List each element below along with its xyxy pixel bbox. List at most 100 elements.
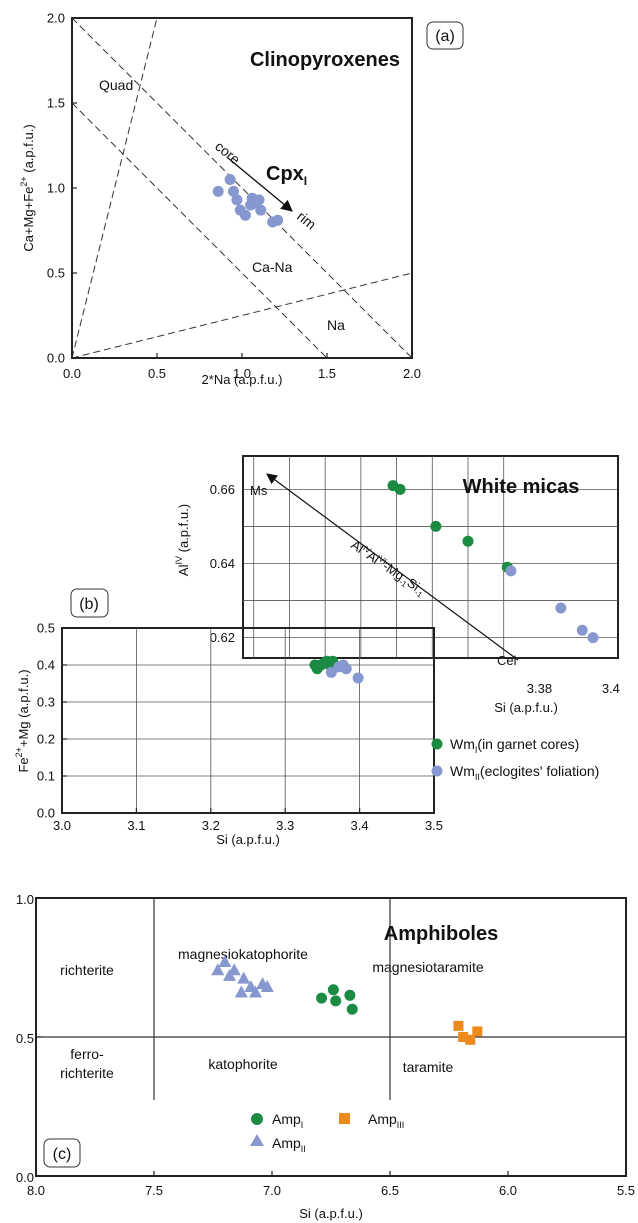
amp-iii-point <box>458 1032 469 1042</box>
panel-b-frame <box>61 627 435 814</box>
panel-c-label-badge: (c) <box>43 1138 81 1168</box>
field-boundary-line <box>71 102 328 359</box>
field-label-ferro: ferro- <box>70 1046 104 1062</box>
inset-point-wm-i <box>462 535 474 547</box>
cpx-point <box>212 185 224 197</box>
inset-points <box>387 480 599 644</box>
panel-a-y-tick-label: 1.5 <box>47 96 65 111</box>
cpx-point <box>272 214 284 226</box>
panel-a-y-tick-label: 2.0 <box>47 11 65 26</box>
panel-c-points <box>211 954 483 1045</box>
panel-b-inset-white-micas: Ms Cel AlIVAlVI-Mg-1Si-1 White micas 0.6… <box>174 455 620 715</box>
ms-cel-arrow <box>266 473 519 661</box>
inset-ticks: 0.62 0.64 0.66 3.38 3.4 <box>210 482 620 696</box>
field-boundary-line <box>71 17 413 359</box>
panel-c-x-tick-label: 5.5 <box>617 1183 635 1198</box>
panel-a-label: (a) <box>435 28 455 45</box>
amp-i-point <box>344 989 356 1001</box>
field-label-quad: Quad <box>99 77 133 93</box>
legend-label-wm-i: WmI(in garnet cores) <box>450 736 579 755</box>
panel-c-x-tick-label: 7.0 <box>263 1183 281 1198</box>
panel-b-x-tick-label: 3.3 <box>276 818 294 833</box>
inset-x-tick-label: 3.38 <box>527 681 552 696</box>
panel-a-x-tick-label: 1.0 <box>233 366 251 381</box>
field-label-katophorite: katophorite <box>208 1056 277 1072</box>
panel-b-y-tick-label: 0.5 <box>37 621 55 636</box>
legend-marker-amp-iii <box>339 1113 350 1124</box>
inset-frame <box>242 455 619 659</box>
panel-c-title: Amphiboles <box>384 923 498 945</box>
panel-b-y-axis-label: Fe2++Mg (a.p.f.u.) <box>14 669 31 772</box>
field-label-richterite: richterite <box>60 962 114 978</box>
amp-ii-point <box>227 963 241 976</box>
inset-point-wm-ii <box>505 565 517 577</box>
legend-label-amp-iii: AmpIII <box>368 1111 404 1130</box>
panel-b-x-tick-label: 3.2 <box>202 818 220 833</box>
panel-a-y-tick-label: 0.0 <box>47 351 65 366</box>
inset-x-axis-label: Si (a.p.f.u.) <box>494 700 558 715</box>
panel-a-x-tick-label: 0.5 <box>148 366 166 381</box>
panel-b-x-tick-label: 3.1 <box>127 818 145 833</box>
panel-b-x-tick-label: 3.0 <box>53 818 71 833</box>
legend-marker-wm-ii <box>431 765 443 777</box>
cpx-point <box>255 204 267 216</box>
field-label-taramite: taramite <box>403 1059 454 1075</box>
inset-y-tick-label: 0.62 <box>210 630 235 645</box>
field-boundary-line <box>71 272 413 359</box>
panel-a-x-tick-label: 1.5 <box>318 366 336 381</box>
cpx-point <box>253 194 265 206</box>
inset-grid <box>243 456 618 658</box>
panel-a-label-badge: (a) <box>426 21 464 50</box>
cpx-point <box>228 185 239 197</box>
inset-point-wm-ii <box>587 632 599 644</box>
amp-ii-point <box>234 985 248 998</box>
field-boundary-line <box>71 17 158 359</box>
amp-ii-point <box>248 985 262 998</box>
panel-b-grid <box>62 628 434 813</box>
panel-a-x-tick-label: 0.0 <box>63 366 81 381</box>
inset-y-tick-label: 0.64 <box>210 556 235 571</box>
panel-c-legend: AmpI AmpIII AmpII <box>250 1111 404 1154</box>
inset-point-wm-i <box>430 520 442 532</box>
inset-vector-label: AlIVAlVI-Mg-1Si-1 <box>347 537 429 600</box>
panel-a-ticks: 0.0 0.5 1.0 1.5 2.0 0.0 0.5 1.0 1.5 2.0 <box>47 11 421 382</box>
panel-b-point-wm-ii <box>352 672 364 684</box>
amp-i-point <box>327 984 339 996</box>
panel-b-point-wm-ii <box>340 663 352 675</box>
panel-a-clinopyroxenes: 0.0 0.5 1.0 1.5 2.0 0.0 0.5 1.0 1.5 2.0 Clinopyro… <box>19 11 464 387</box>
amp-iii-point <box>465 1034 476 1045</box>
panel-c-field-lines <box>36 898 626 1100</box>
panel-b-label-badge: (b) <box>70 588 109 618</box>
legend-label-amp-i: AmpI <box>272 1111 303 1130</box>
amp-ii-point <box>211 963 225 976</box>
arrow-label-core: core <box>212 138 243 168</box>
panel-c-y-tick-label: 0.5 <box>16 1031 34 1046</box>
legend-label-wm-ii: WmII(eclogites' foliation) <box>450 763 599 782</box>
panel-a-title: Clinopyroxenes <box>250 49 400 71</box>
panel-b-y-tick-label: 0.1 <box>37 769 55 784</box>
panel-b-y-tick-label: 0.2 <box>37 732 55 747</box>
field-label-ca-na: Ca-Na <box>252 259 293 275</box>
inset-point-wm-i <box>394 483 406 495</box>
panel-b-y-tick-label: 0.3 <box>37 695 55 710</box>
inset-end-label-cel: Cel <box>497 653 517 668</box>
panel-c-y-tick-label: 1.0 <box>16 892 34 907</box>
panel-b-y-tick-label: 0.0 <box>37 806 55 821</box>
panel-c-amphiboles: 8.0 7.5 7.0 6.5 6.0 5.5 0.0 0.5 1.0 Amphiboles r… <box>16 892 635 1221</box>
inset-x-tick-label: 3.4 <box>602 681 620 696</box>
legend-marker-amp-ii <box>250 1134 264 1146</box>
cpx-point <box>239 209 251 221</box>
cpx-group-label: CpxI <box>266 163 307 188</box>
inset-end-label-ms: Ms <box>250 483 268 498</box>
amp-iii-point <box>453 1020 464 1031</box>
amp-ii-point <box>237 971 251 984</box>
panel-b-main-plot: 3.0 3.1 3.2 3.3 3.4 3.5 0.0 0.1 0.2 0.3 0.4 0.5 (b)… <box>14 588 599 847</box>
legend-label-amp-ii: AmpII <box>272 1135 306 1154</box>
inset-point-wm-ii <box>555 602 567 614</box>
panel-b-x-axis-label: Si (a.p.f.u.) <box>216 832 280 847</box>
amp-ii-point <box>260 979 274 992</box>
panel-a-y-tick-label: 1.0 <box>47 181 65 196</box>
arrow-label-rim: rim <box>294 208 319 233</box>
panel-c-x-tick-label: 8.0 <box>27 1183 45 1198</box>
